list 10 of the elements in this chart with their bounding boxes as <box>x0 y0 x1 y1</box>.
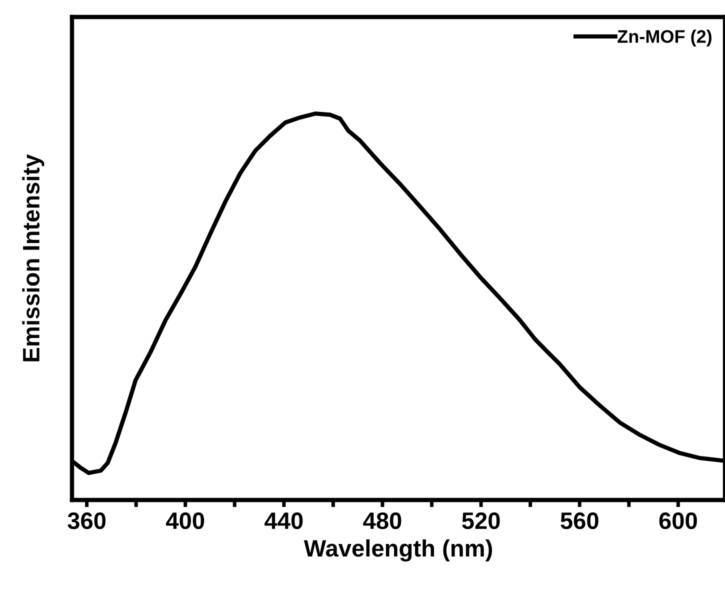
x-tick-label: 560 <box>560 512 598 530</box>
x-tick-label: 600 <box>659 512 697 530</box>
x-tick-label: 360 <box>68 512 106 530</box>
y-axis-title: Emission Intensity <box>22 154 44 362</box>
legend-label: Zn-MOF (2) <box>618 30 712 46</box>
x-axis-title: Wavelength (nm) <box>304 539 492 562</box>
x-tick-label: 400 <box>166 512 204 530</box>
x-tick-label: 520 <box>462 512 500 530</box>
x-tick-label: 440 <box>264 512 303 530</box>
x-tick-label: 480 <box>363 512 402 530</box>
